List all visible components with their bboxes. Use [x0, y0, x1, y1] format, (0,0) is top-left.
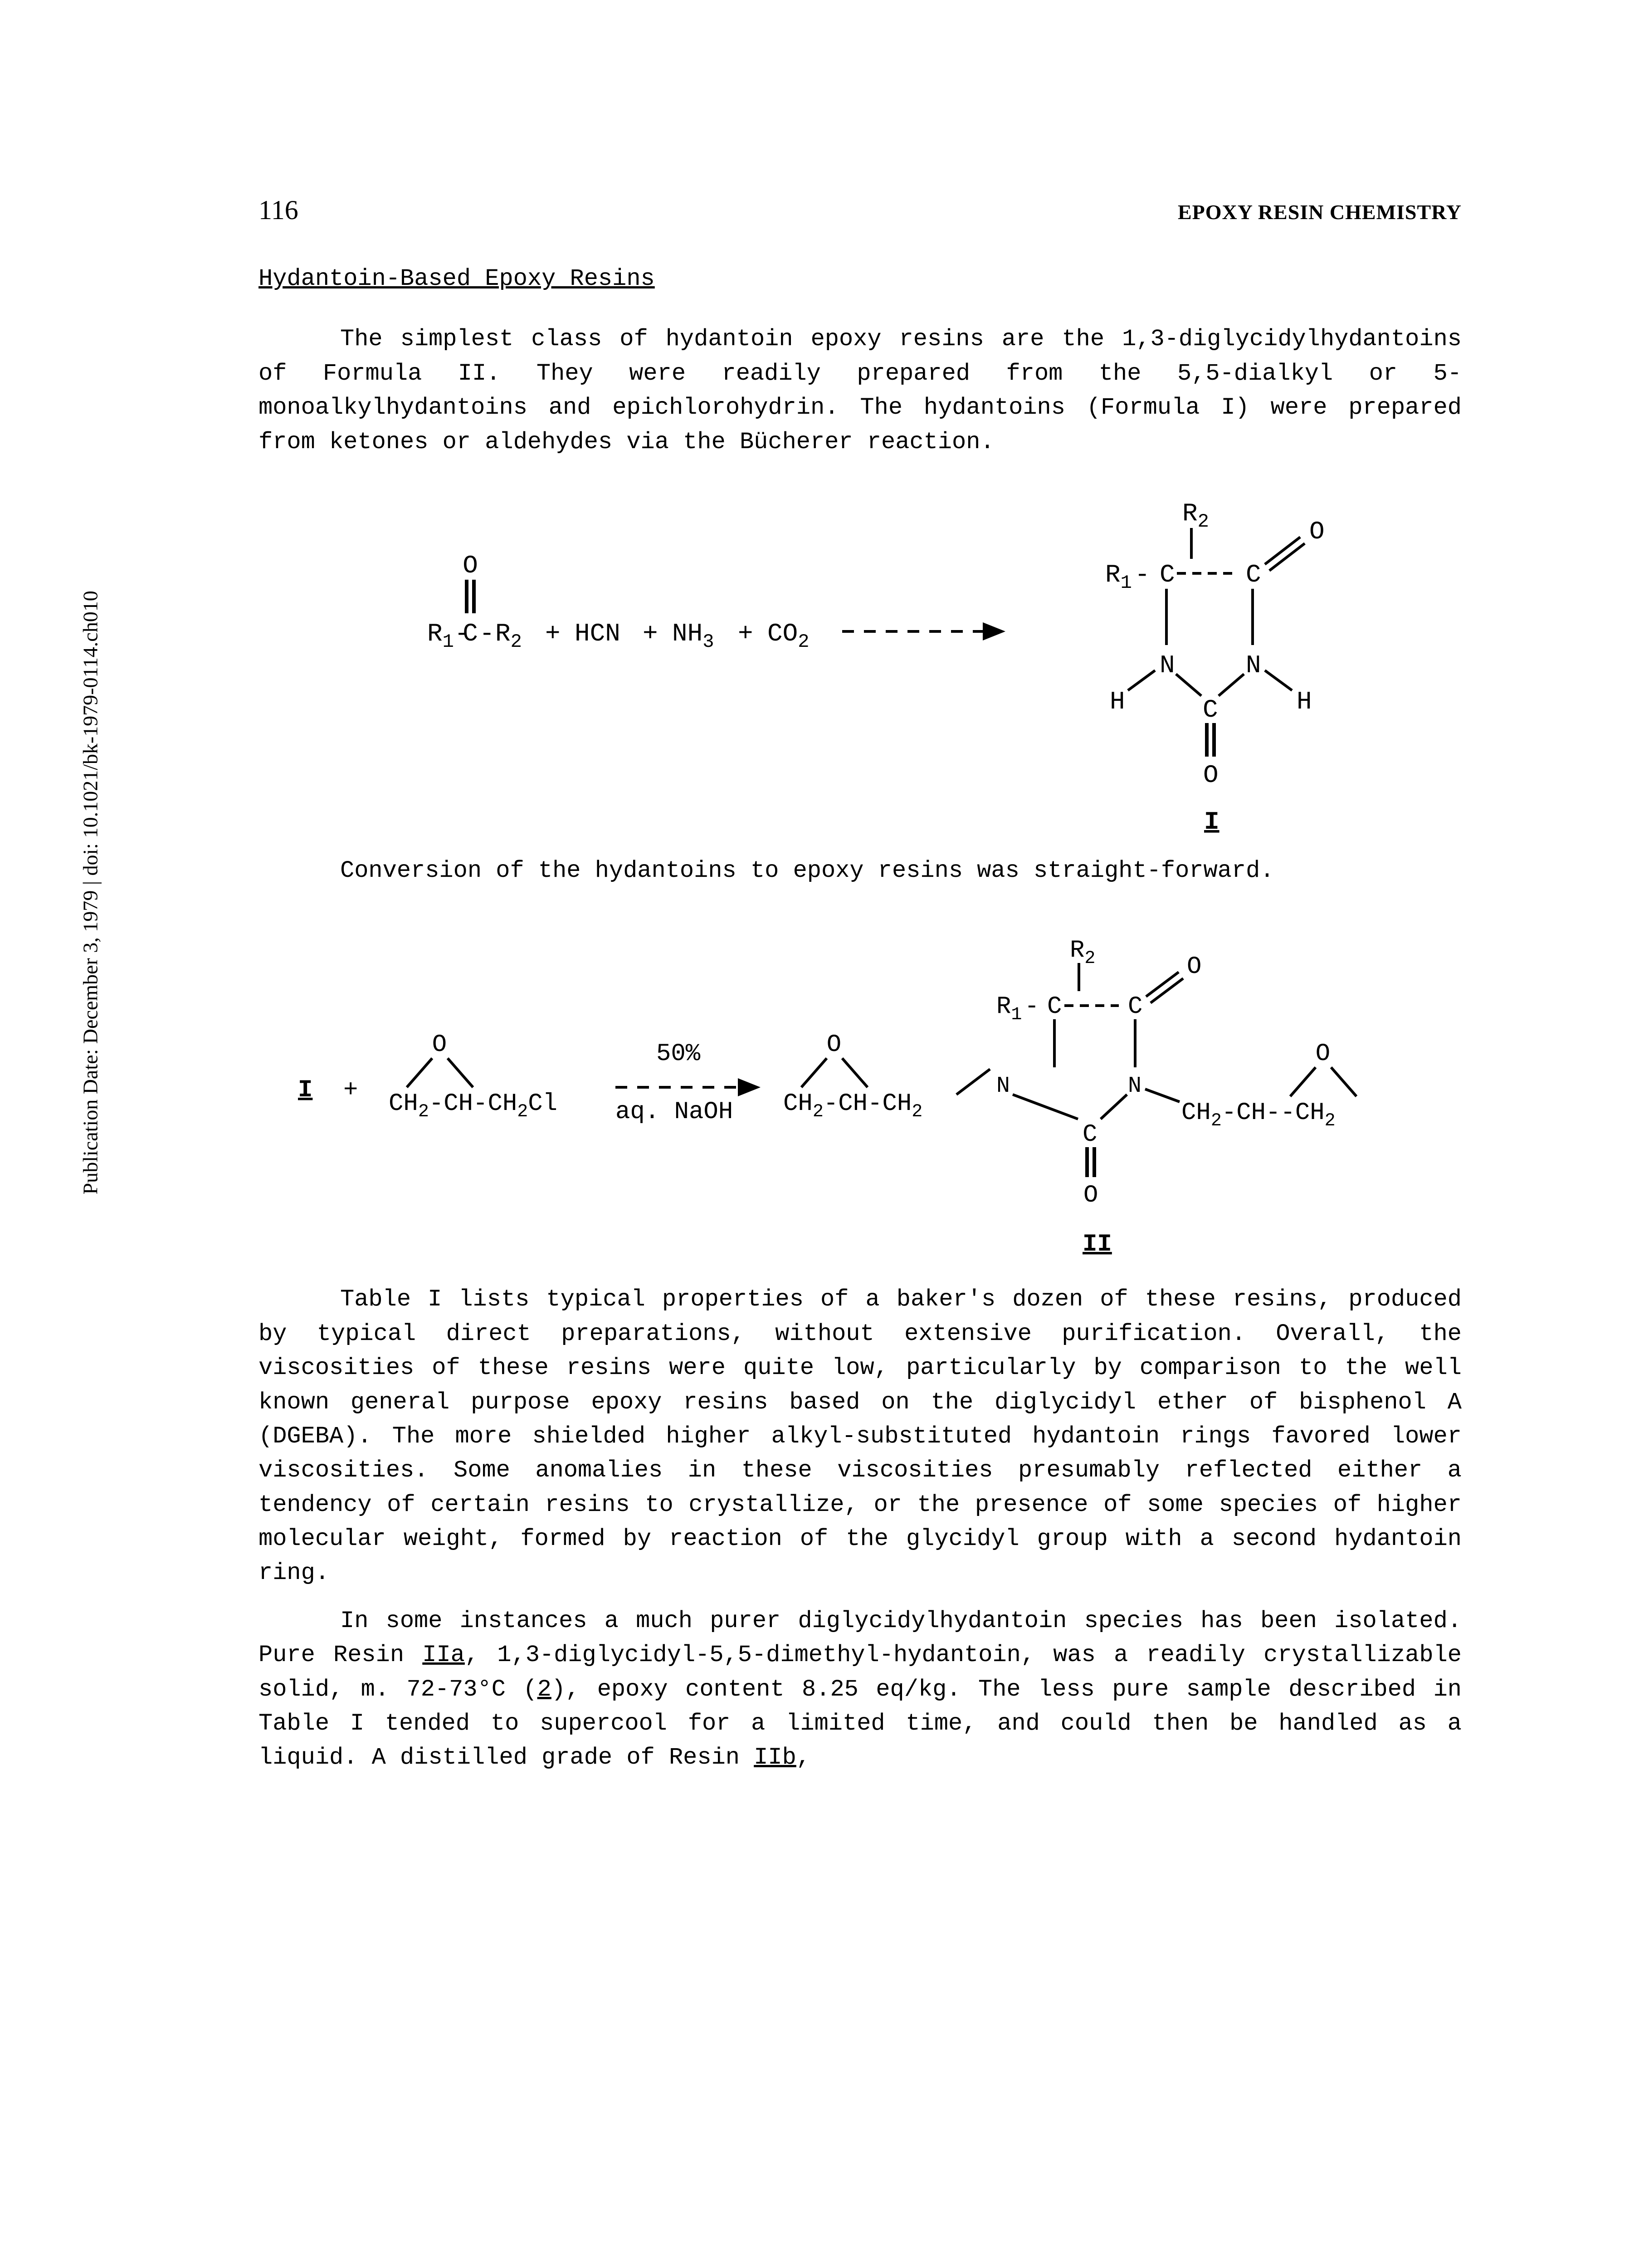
- svg-text:N: N: [1128, 1073, 1141, 1099]
- paragraph-1: The simplest class of hydantoin epoxy re…: [259, 322, 1462, 459]
- scheme1-arrow: [842, 622, 1005, 640]
- svg-text:O: O: [826, 1031, 841, 1059]
- svg-text:+: +: [343, 1076, 358, 1104]
- svg-text:C: C: [1246, 560, 1261, 589]
- svg-text:I: I: [298, 1076, 312, 1104]
- svg-text:N: N: [996, 1073, 1010, 1099]
- svg-text:-: -: [479, 619, 495, 648]
- svg-text:R1: R1: [1105, 560, 1132, 594]
- svg-text:+: +: [545, 619, 561, 648]
- svg-text:O: O: [1187, 953, 1201, 981]
- svg-text:H: H: [1297, 687, 1312, 716]
- svg-text:C: C: [1128, 993, 1142, 1021]
- page: Publication Date: December 3, 1979 | doi…: [0, 0, 1634, 2268]
- svg-text:R2: R2: [1070, 937, 1095, 969]
- svg-text:N: N: [1246, 651, 1261, 680]
- paragraph-3: Table I lists typical properties of a ba…: [259, 1282, 1462, 1590]
- svg-text:CO2: CO2: [767, 619, 809, 653]
- scheme1-lhs: O R1 - C - R2 + HCN + NH3 + CO2: [427, 551, 809, 653]
- paragraph-4: In some instances a much purer diglycidy…: [259, 1604, 1462, 1775]
- svg-text:H: H: [1110, 687, 1125, 716]
- svg-text:C: C: [1160, 560, 1175, 589]
- scheme2-arrow: 50% aq. NaOH: [615, 1040, 761, 1126]
- svg-text:+: +: [643, 619, 658, 648]
- svg-text:C: C: [1203, 695, 1218, 724]
- svg-text:C: C: [1047, 993, 1062, 1021]
- paragraph-2: Conversion of the hydantoins to epoxy re…: [259, 854, 1462, 888]
- svg-text:R2: R2: [495, 619, 522, 653]
- svg-text:O: O: [463, 551, 478, 580]
- svg-text:50%: 50%: [656, 1040, 701, 1068]
- svg-text:C: C: [463, 619, 478, 648]
- scheme1-rhs: R2 R1 - C C O N N H: [1105, 499, 1325, 836]
- svg-text:R2: R2: [1182, 499, 1209, 533]
- svg-text:CH2-CH--CH2: CH2-CH--CH2: [1181, 1099, 1336, 1131]
- side-citation: Publication Date: December 3, 1979 | doi…: [76, 591, 106, 1194]
- svg-text:-: -: [1024, 993, 1039, 1021]
- scheme2-rhs: O CH2-CH-CH2 R2 R1 - C C O: [783, 937, 1356, 1258]
- scheme2-epichlorohydrin: O CH2-CH-CH2Cl: [389, 1031, 557, 1122]
- svg-text:-: -: [1135, 560, 1150, 589]
- svg-text:aq. NaOH: aq. NaOH: [615, 1098, 733, 1126]
- svg-text:O: O: [1309, 517, 1325, 546]
- page-number: 116: [259, 191, 298, 230]
- section-title: Hydantoin-Based Epoxy Resins: [259, 262, 1462, 296]
- svg-text:C: C: [1083, 1121, 1097, 1149]
- scheme-1: O R1 - C - R2 + HCN + NH3 + CO2: [259, 486, 1462, 836]
- running-head: EPOXY RESIN CHEMISTRY: [1178, 197, 1462, 228]
- svg-text:II: II: [1083, 1231, 1112, 1258]
- svg-text:N: N: [1160, 651, 1175, 680]
- svg-text:O: O: [1315, 1040, 1330, 1068]
- svg-text:+: +: [738, 619, 753, 648]
- svg-text:O: O: [432, 1031, 446, 1059]
- svg-text:O: O: [1203, 761, 1219, 790]
- svg-text:O: O: [1083, 1182, 1098, 1209]
- svg-text:HCN: HCN: [575, 619, 620, 648]
- page-header: 116 EPOXY RESIN CHEMISTRY: [259, 191, 1462, 230]
- svg-text:R1: R1: [996, 993, 1022, 1025]
- svg-text:NH3: NH3: [672, 619, 714, 653]
- svg-text:CH2-CH-CH2: CH2-CH-CH2: [783, 1090, 922, 1122]
- svg-text:I: I: [1204, 807, 1219, 836]
- svg-text:R1: R1: [427, 619, 454, 653]
- scheme-2: I + O CH2-CH-CH2Cl 50% aq. NaOH O: [259, 915, 1462, 1264]
- svg-text:CH2-CH-CH2Cl: CH2-CH-CH2Cl: [389, 1090, 557, 1122]
